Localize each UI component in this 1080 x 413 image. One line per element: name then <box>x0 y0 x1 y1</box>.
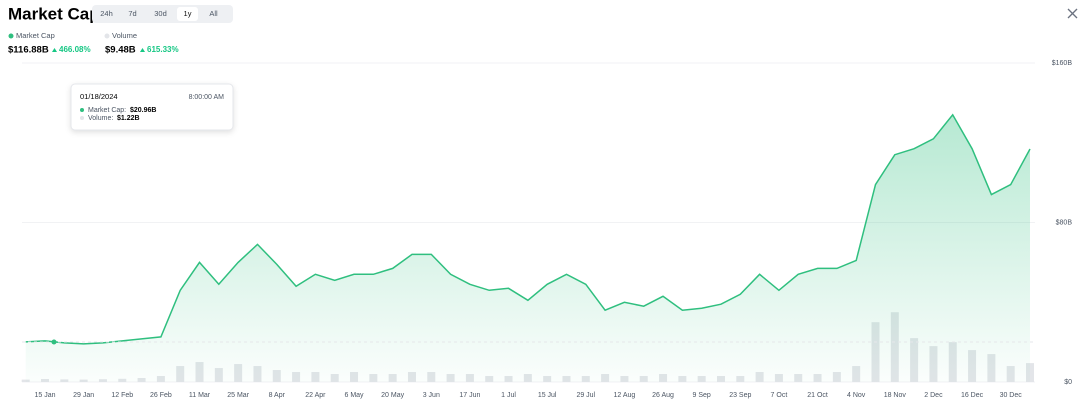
x-tick-label: 12 Aug <box>614 392 636 399</box>
x-tick-label: 8 Apr <box>269 392 286 399</box>
x-tick-label: 29 Jan <box>73 392 94 399</box>
legend-label[interactable]: Market Cap <box>16 31 55 40</box>
summary-value: $116.88B <box>8 45 49 56</box>
summary-change: 615.33% <box>147 45 179 54</box>
x-tick-label: 20 May <box>381 392 404 399</box>
range-button[interactable]: All <box>209 9 218 18</box>
x-tick-label: 3 Jun <box>423 392 440 399</box>
range-button[interactable]: 24h <box>100 9 113 18</box>
range-button-active[interactable] <box>177 7 198 21</box>
legend-dot <box>104 33 110 39</box>
x-tick-label: 16 Dec <box>961 392 984 399</box>
tooltip-label: Volume: <box>88 115 113 122</box>
tooltip-date: 01/18/2024 <box>80 92 118 101</box>
tooltip: 01/18/2024 8:00:00 AM Market Cap: $20.96… <box>70 83 234 131</box>
x-tick-label: 7 Oct <box>771 392 788 399</box>
chart-title: Market Cap <box>8 4 100 23</box>
x-tick-label: 30 Dec <box>1000 392 1023 399</box>
y-tick-label: $160B <box>1052 60 1073 67</box>
x-tick-label: 1 Jul <box>501 392 516 399</box>
range-button[interactable]: 7d <box>128 9 136 18</box>
x-tick-label: 22 Apr <box>305 392 326 399</box>
x-tick-label: 15 Jan <box>34 392 55 399</box>
x-tick-label: 2 Dec <box>924 392 943 399</box>
tooltip-value: $1.22B <box>117 115 140 122</box>
summary-change: 466.08% <box>59 45 91 54</box>
close-button[interactable] <box>1067 8 1078 19</box>
x-tick-label: 12 Feb <box>111 392 133 399</box>
x-tick-label: 18 Nov <box>884 392 907 399</box>
x-tick-label: 21 Oct <box>807 392 828 399</box>
summary-value: $9.48B <box>105 45 136 56</box>
x-tick-label: 29 Jul <box>576 392 595 399</box>
y-tick-label: $0 <box>1064 379 1072 386</box>
x-tick-label: 23 Sep <box>729 392 751 399</box>
x-tick-label: 4 Nov <box>847 392 866 399</box>
x-tick-label: 26 Feb <box>150 392 172 399</box>
x-tick-label: 26 Aug <box>652 392 674 399</box>
legend-dot <box>8 33 14 39</box>
x-tick-label: 17 Jun <box>459 392 480 399</box>
y-tick-label: $80B <box>1056 219 1073 226</box>
legend-label[interactable]: Volume <box>112 31 137 40</box>
market-cap-line <box>25 113 1031 345</box>
tooltip-label: Market Cap: <box>88 107 126 114</box>
range-button[interactable]: 1y <box>184 9 192 18</box>
up-arrow <box>52 48 57 52</box>
tooltip-time: 8:00:00 AM <box>189 94 225 101</box>
market-cap-area <box>25 114 1030 383</box>
x-tick-label: 6 May <box>344 392 364 399</box>
tooltip-value: $20.96B <box>130 107 156 114</box>
x-tick-label: 11 Mar <box>189 392 211 399</box>
x-tick-label: 25 Mar <box>227 392 249 399</box>
x-tick-label: 15 Jul <box>538 392 557 399</box>
x-tick-label: 9 Sep <box>693 392 711 399</box>
up-arrow <box>140 48 145 52</box>
range-button[interactable]: 30d <box>154 9 167 18</box>
hover-point <box>51 339 57 345</box>
